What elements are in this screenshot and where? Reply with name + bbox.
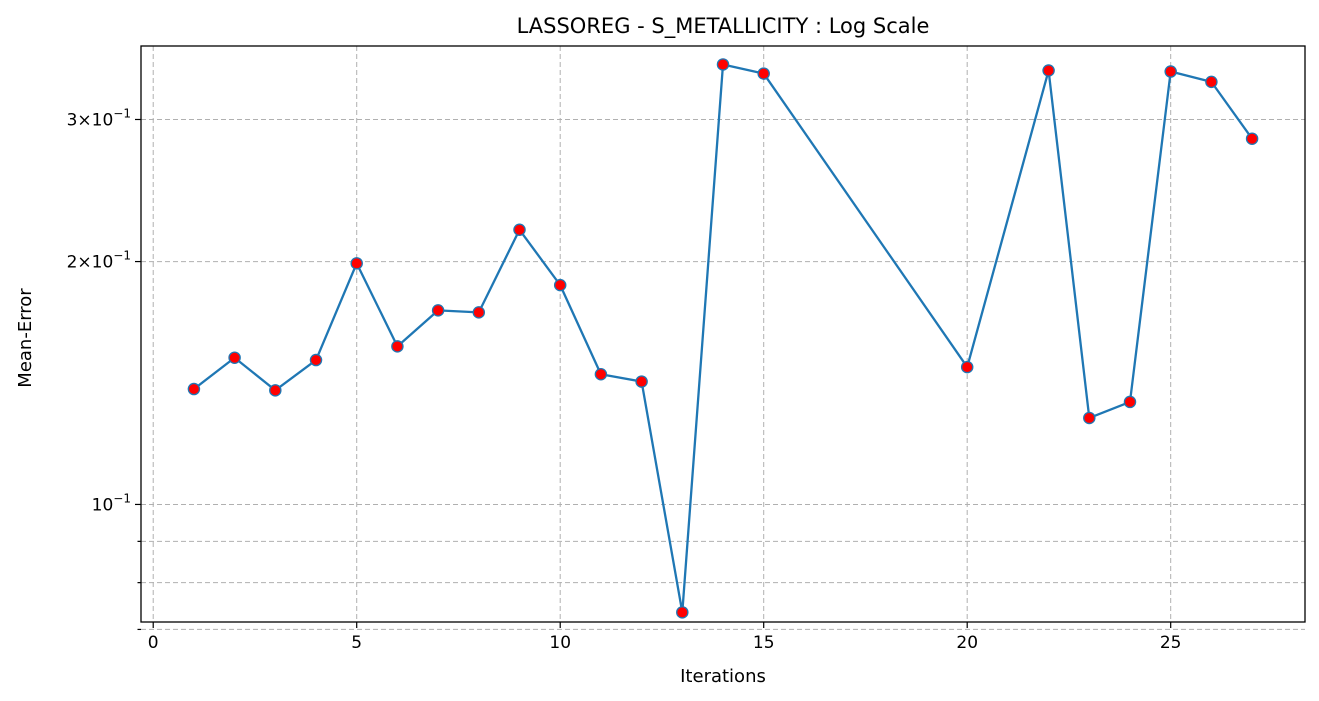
data-point [716,58,730,71]
series-layer [187,58,1259,619]
y-tick-exponent: −1 [113,491,131,505]
data-point [472,306,486,319]
y-tick-mantissa: 3×10 [67,110,114,130]
data-point [1245,132,1259,145]
data-point [676,606,689,619]
data-point [1205,75,1218,89]
plot-frame [140,45,1306,623]
data-point [269,384,282,397]
data-point [1123,395,1137,409]
series-line [193,63,1254,614]
data-point [1083,411,1096,425]
data-point [635,375,648,388]
x-axis-label: Iterations [680,666,766,687]
data-point [228,351,241,364]
data-point [513,223,526,237]
y-axis-label: Mean-Error [15,288,36,388]
x-tick-label: 25 [1160,633,1182,653]
data-point [187,382,201,396]
data-point [1164,65,1177,78]
data-point [553,278,567,292]
x-tick-label: 20 [956,633,978,653]
data-point [1042,64,1055,77]
chart-title: LASSOREG - S_METALLICITY : Log Scale [517,14,930,39]
data-point [757,67,770,80]
data-point [960,360,974,374]
data-point [350,257,363,270]
y-tick-mantissa: 2×10 [67,253,114,273]
x-tick-label: 10 [549,633,571,653]
data-point [309,353,323,367]
y-tick-label: 10−1 [92,491,131,515]
y-tick-exponent: −1 [113,249,131,263]
y-tick-mantissa: 10 [92,495,114,515]
data-point [431,304,445,317]
data-point [391,340,404,353]
data-point [594,367,608,381]
y-tick-exponent: −1 [113,106,131,120]
x-tick-label: 0 [148,633,159,653]
x-tick-label: 15 [753,633,775,653]
y-tick-label: 3×10−1 [67,106,131,130]
y-tick-label: 2×10−1 [67,249,131,273]
grid-lines [141,46,1305,630]
x-tick-label: 5 [351,633,362,653]
